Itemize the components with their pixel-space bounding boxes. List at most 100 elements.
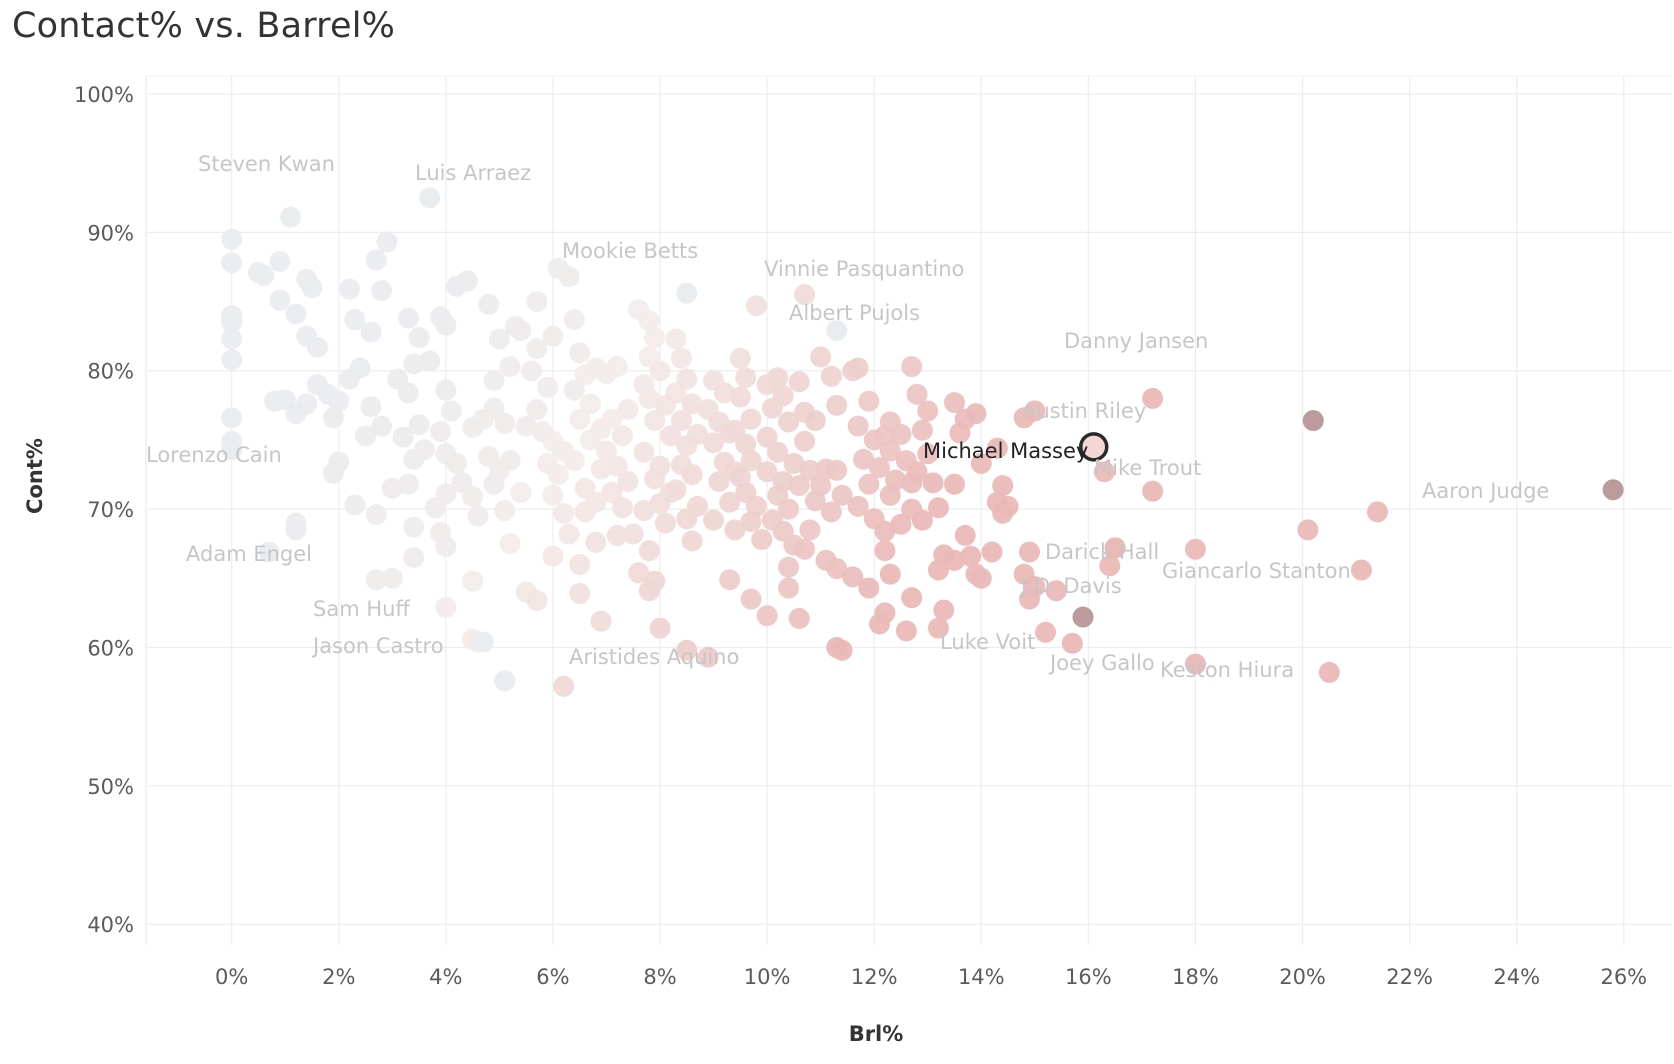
scatter-point[interactable] <box>569 553 591 575</box>
scatter-point[interactable] <box>858 473 880 495</box>
scatter-point[interactable] <box>644 468 666 490</box>
scatter-point[interactable] <box>590 610 612 632</box>
scatter-point[interactable] <box>221 311 243 333</box>
scatter-point[interactable] <box>681 530 703 552</box>
scatter-point[interactable] <box>494 500 516 521</box>
scatter-point[interactable] <box>542 325 564 347</box>
scatter-point[interactable] <box>1045 580 1067 602</box>
scatter-point[interactable] <box>590 458 612 480</box>
scatter-point[interactable] <box>344 494 366 516</box>
scatter-point[interactable] <box>858 577 880 599</box>
scatter-point[interactable] <box>397 307 419 329</box>
scatter-point[interactable] <box>944 473 966 495</box>
scatter-point[interactable] <box>788 475 810 497</box>
scatter-point[interactable] <box>622 523 644 545</box>
scatter-point[interactable] <box>831 639 853 661</box>
scatter-point[interactable] <box>1018 541 1040 563</box>
scatter-point[interactable] <box>820 501 842 523</box>
scatter-point[interactable] <box>606 356 628 378</box>
scatter-point[interactable] <box>499 450 521 472</box>
scatter-point[interactable] <box>435 596 457 618</box>
scatter-point[interactable] <box>649 360 671 382</box>
scatter-point[interactable] <box>628 562 650 584</box>
scatter-point[interactable] <box>253 264 275 286</box>
scatter-point[interactable] <box>521 360 543 382</box>
scatter-point[interactable] <box>328 390 350 412</box>
scatter-point-labeled[interactable] <box>1142 387 1164 409</box>
scatter-point[interactable] <box>563 309 585 331</box>
scatter-point[interactable] <box>676 434 698 456</box>
scatter-point[interactable] <box>467 505 489 527</box>
scatter-point[interactable] <box>338 278 360 300</box>
scatter-point[interactable] <box>462 570 484 592</box>
scatter-point[interactable] <box>826 459 848 481</box>
scatter-point-labeled[interactable] <box>676 282 698 304</box>
scatter-point[interactable] <box>569 583 591 605</box>
scatter-point[interactable] <box>778 577 800 599</box>
scatter-point[interactable] <box>429 421 451 443</box>
scatter-point[interactable] <box>376 231 398 253</box>
scatter-point[interactable] <box>322 407 344 429</box>
scatter-point-labeled[interactable] <box>258 541 280 563</box>
scatter-point[interactable] <box>852 448 874 470</box>
scatter-point[interactable] <box>360 321 382 343</box>
scatter-point[interactable] <box>462 486 484 508</box>
scatter-point[interactable] <box>483 473 505 495</box>
scatter-point[interactable] <box>387 368 409 390</box>
scatter-point[interactable] <box>483 397 505 419</box>
scatter-point[interactable] <box>842 360 864 382</box>
scatter-point-labeled[interactable] <box>826 320 848 342</box>
scatter-point[interactable] <box>944 549 966 571</box>
scatter-point[interactable] <box>970 452 992 474</box>
scatter-point-selected[interactable] <box>1078 432 1109 462</box>
scatter-point[interactable] <box>526 338 548 360</box>
scatter-point[interactable] <box>890 423 912 445</box>
scatter-point[interactable] <box>895 620 917 642</box>
scatter-point[interactable] <box>494 412 516 434</box>
scatter-point[interactable] <box>794 538 816 560</box>
scatter-point[interactable] <box>569 408 591 430</box>
scatter-point[interactable] <box>826 394 848 416</box>
scatter-point[interactable] <box>713 382 735 404</box>
scatter-point[interactable] <box>285 303 307 325</box>
scatter-point[interactable] <box>665 382 687 404</box>
scatter-point[interactable] <box>965 403 987 425</box>
scatter-point[interactable] <box>820 365 842 387</box>
scatter-point[interactable] <box>606 455 628 477</box>
scatter-point[interactable] <box>810 475 832 497</box>
scatter-point[interactable] <box>419 350 441 372</box>
scatter-point[interactable] <box>810 346 832 368</box>
scatter-point-labeled[interactable] <box>794 284 816 306</box>
scatter-point[interactable] <box>676 639 698 661</box>
scatter-point[interactable] <box>847 415 869 437</box>
scatter-point[interactable] <box>874 540 896 562</box>
scatter-point[interactable] <box>751 529 773 551</box>
scatter-point[interactable] <box>547 464 569 486</box>
scatter-point[interactable] <box>649 493 671 515</box>
scatter-point-labeled[interactable] <box>494 670 516 692</box>
scatter-point[interactable] <box>574 364 596 386</box>
scatter-point[interactable] <box>719 569 741 591</box>
scatter-point[interactable] <box>638 540 660 562</box>
scatter-point[interactable] <box>478 293 500 315</box>
scatter-point[interactable] <box>826 558 848 580</box>
scatter-point[interactable] <box>794 430 816 452</box>
scatter-point[interactable] <box>665 328 687 350</box>
scatter-point[interactable] <box>783 452 805 474</box>
scatter-point[interactable] <box>1367 501 1389 523</box>
scatter-point[interactable] <box>440 400 462 422</box>
scatter-point[interactable] <box>504 315 526 337</box>
scatter-point[interactable] <box>510 482 532 504</box>
scatter-point[interactable] <box>371 279 393 301</box>
scatter-point[interactable] <box>542 484 564 506</box>
scatter-point[interactable] <box>579 393 601 415</box>
scatter-point[interactable] <box>221 328 243 350</box>
scatter-point-labeled[interactable] <box>1302 410 1324 432</box>
scatter-point[interactable] <box>799 459 821 481</box>
scatter-point-labeled[interactable] <box>553 675 575 697</box>
scatter-point[interactable] <box>869 457 891 479</box>
scatter-point[interactable] <box>397 473 419 495</box>
scatter-point[interactable] <box>579 429 601 451</box>
scatter-point[interactable] <box>1018 588 1040 610</box>
scatter-point[interactable] <box>408 327 430 349</box>
